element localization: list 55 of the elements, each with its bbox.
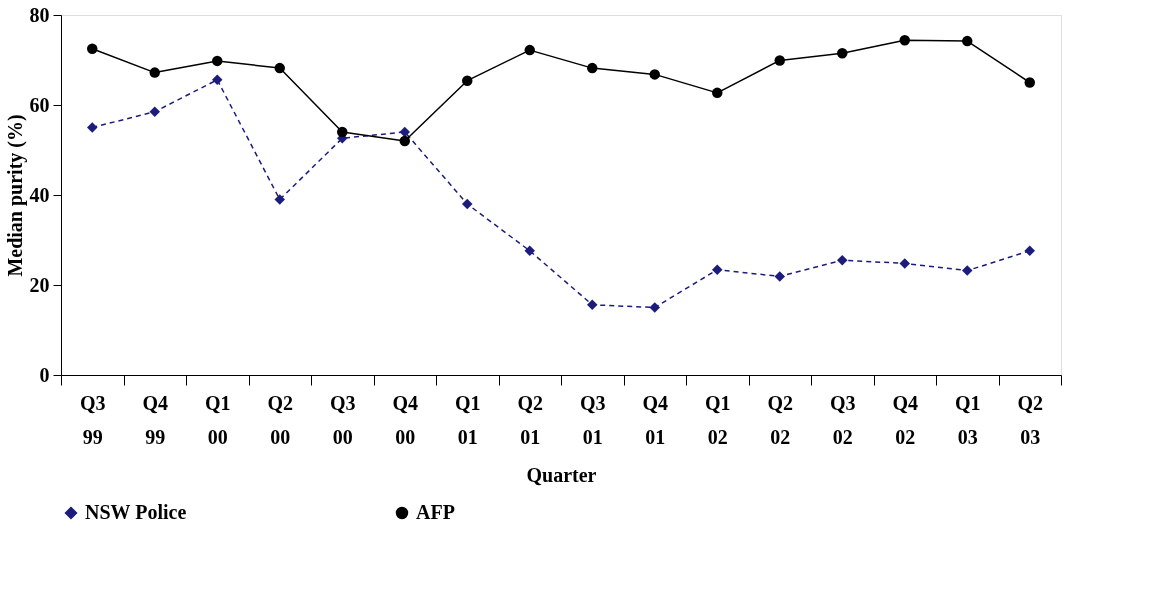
point bbox=[462, 75, 473, 86]
y-tick-label: 0 bbox=[39, 363, 50, 386]
point bbox=[774, 271, 785, 282]
point bbox=[399, 135, 410, 147]
x-tick-label: Q2 01 bbox=[517, 391, 544, 448]
x-axis-title: Quarter bbox=[526, 463, 597, 486]
point bbox=[337, 126, 348, 138]
point bbox=[524, 44, 535, 56]
point bbox=[899, 258, 910, 269]
x-tick-label: Q1 02 bbox=[704, 391, 731, 448]
point bbox=[837, 255, 848, 266]
point bbox=[274, 62, 285, 74]
point bbox=[774, 55, 785, 66]
x-tick-label: Q2 02 bbox=[767, 391, 794, 448]
x-tick-label: Q2 00 bbox=[267, 391, 294, 448]
x-tick-label: Q2 03 bbox=[1017, 391, 1044, 448]
y-tick-label: 80 bbox=[29, 3, 50, 26]
point bbox=[837, 48, 848, 59]
point bbox=[212, 74, 223, 86]
y-tick-label: 60 bbox=[29, 93, 50, 116]
x-tick-label: Q3 01 bbox=[579, 391, 606, 448]
point bbox=[462, 198, 473, 210]
point bbox=[87, 43, 98, 54]
x-tick-label: Q1 03 bbox=[954, 391, 981, 448]
legend-label: AFP bbox=[416, 501, 455, 523]
point bbox=[1024, 77, 1035, 88]
point bbox=[587, 299, 598, 311]
y-tick-label: 40 bbox=[29, 183, 50, 206]
point bbox=[87, 122, 98, 133]
point bbox=[212, 55, 223, 67]
x-tick-label: Q4 02 bbox=[892, 391, 919, 448]
point bbox=[712, 87, 723, 99]
point bbox=[274, 194, 285, 205]
x-tick-label: Q1 01 bbox=[454, 391, 481, 448]
point bbox=[649, 69, 660, 80]
x-tick-label: Q4 01 bbox=[642, 391, 669, 448]
point bbox=[149, 106, 160, 117]
x-tick-label: Q4 00 bbox=[392, 391, 419, 448]
point bbox=[524, 245, 535, 257]
point bbox=[899, 34, 910, 46]
point bbox=[587, 62, 598, 74]
point bbox=[962, 265, 973, 276]
x-tick-label: Q3 99 bbox=[79, 391, 106, 448]
y-tick-label: 20 bbox=[29, 273, 50, 296]
x-tick-label: Q3 02 bbox=[829, 391, 856, 448]
point bbox=[149, 67, 160, 78]
point bbox=[712, 264, 723, 275]
point bbox=[1024, 245, 1035, 257]
x-tick-label: Q3 00 bbox=[329, 391, 356, 448]
x-tick-label: Q4 99 bbox=[142, 391, 169, 448]
x-tick-label: Q1 00 bbox=[204, 391, 231, 448]
point bbox=[962, 35, 973, 47]
legend-label: NSW Police bbox=[85, 501, 187, 523]
y-axis-title: Median purity (%) bbox=[3, 114, 27, 277]
point bbox=[649, 302, 660, 313]
